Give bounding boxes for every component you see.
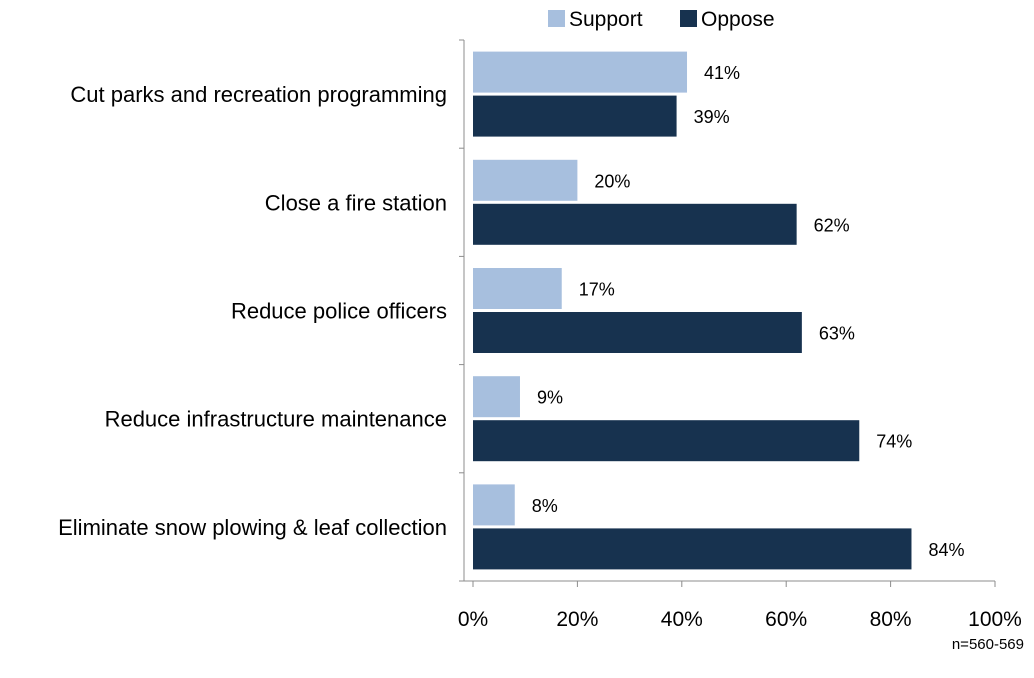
bar-oppose (473, 203, 797, 245)
x-tick-label: 80% (870, 608, 912, 631)
bar-support (473, 268, 562, 309)
data-label: 8% (532, 496, 558, 516)
x-tick-label: 60% (765, 608, 807, 631)
x-tick-label: 40% (661, 608, 703, 631)
legend-label-oppose: Oppose (701, 8, 775, 31)
data-label: 63% (819, 324, 855, 344)
bar-support (473, 159, 578, 201)
bar-support (473, 51, 688, 93)
bar-support (473, 376, 520, 418)
category-label: Eliminate snow plowing & leaf collection (58, 515, 447, 540)
legend-swatch-oppose (680, 10, 697, 27)
data-label: 84% (928, 540, 964, 560)
legend-swatch-support (548, 10, 565, 27)
sample-size-note: n=560-569 (951, 636, 1024, 653)
data-label: 74% (876, 432, 912, 452)
data-label: 17% (579, 280, 615, 300)
bar-oppose (473, 312, 802, 353)
category-label: Cut parks and recreation programming (70, 82, 447, 107)
bar-oppose (473, 95, 677, 137)
bar-support (473, 484, 515, 526)
data-label: 9% (537, 388, 563, 408)
category-label: Reduce infrastructure maintenance (105, 407, 447, 432)
data-label: 20% (594, 171, 630, 191)
data-label: 62% (814, 215, 850, 235)
category-label: Close a fire station (265, 190, 447, 215)
x-tick-label: 0% (458, 608, 488, 631)
legend-label-support: Support (569, 8, 643, 31)
x-tick-label: 20% (556, 608, 598, 631)
category-label: Reduce police officers (231, 299, 447, 324)
bar-oppose (473, 528, 912, 570)
data-label: 39% (694, 107, 730, 127)
bar-oppose (473, 420, 860, 462)
x-tick-label: 100% (968, 608, 1022, 631)
data-label: 41% (704, 63, 740, 83)
